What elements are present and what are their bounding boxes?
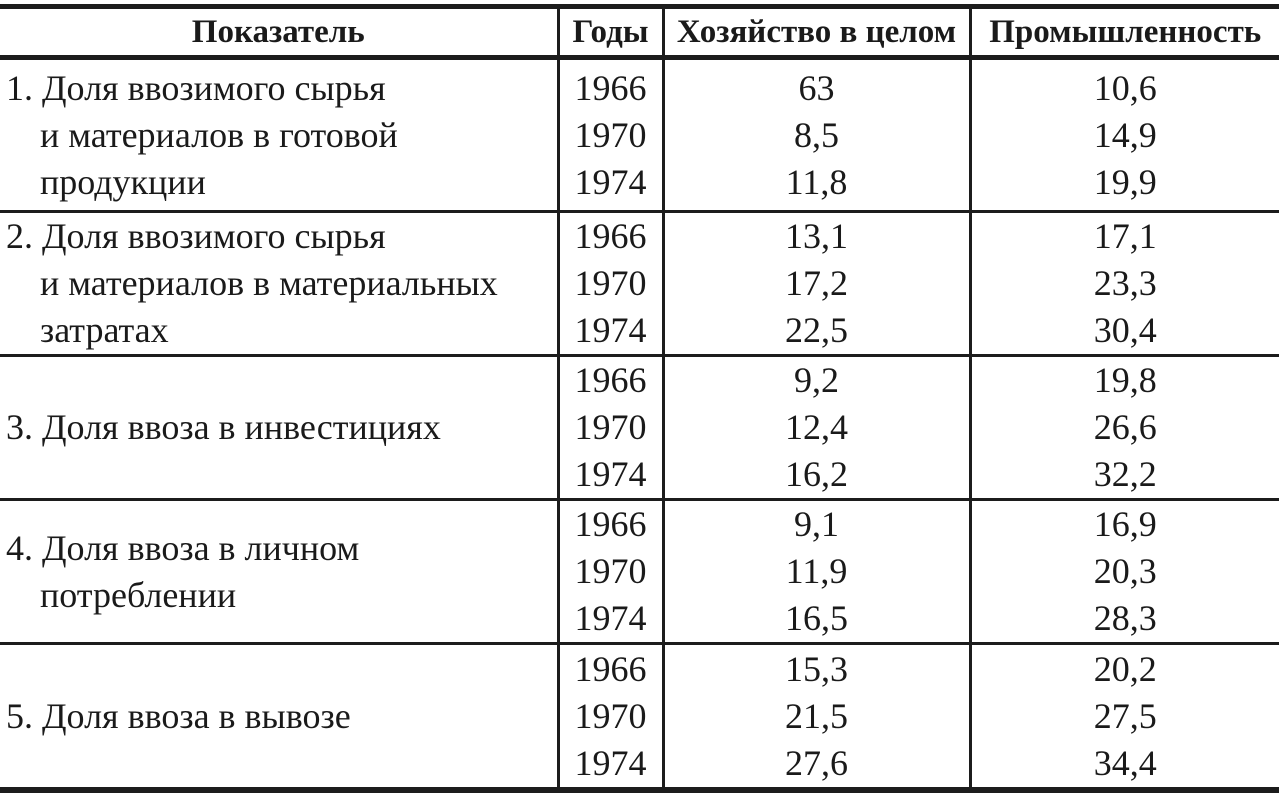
economy-value: 17,2 xyxy=(785,263,848,303)
indicator-line: затратах xyxy=(40,310,169,350)
industry-value: 10,6 xyxy=(1093,67,1157,108)
year-value: 1974 xyxy=(574,310,647,350)
table-header: Показатель Годы Хозяйство в целом Промыш… xyxy=(0,6,1279,60)
economy-cell: 15,3 21,5 27,6 xyxy=(663,642,972,790)
year-value: 1970 xyxy=(574,551,647,591)
economy-value: 9,1 xyxy=(794,504,839,544)
industry-cell: 10,6 14,9 19,9 xyxy=(970,56,1279,212)
industry-cell: 20,2 27,5 34,4 xyxy=(970,642,1279,790)
economy-value: 22,5 xyxy=(785,310,848,350)
indicator-cell: 4. Доля ввоза в личном потреблении xyxy=(0,498,560,644)
statistics-table: Показатель Годы Хозяйство в целом Промыш… xyxy=(0,4,1279,793)
economy-value: 63 xyxy=(798,67,835,108)
year-value: 1974 xyxy=(574,742,647,783)
header-row: Показатель Годы Хозяйство в целом Промыш… xyxy=(0,6,1279,60)
economy-value: 11,9 xyxy=(785,551,848,591)
economy-value: 27,6 xyxy=(785,742,848,783)
industry-value: 17,1 xyxy=(1093,216,1157,256)
year-value: 1974 xyxy=(574,161,647,202)
indicator-cell: 1. Доля ввозимого сырья и материалов в г… xyxy=(0,56,560,212)
industry-value: 34,4 xyxy=(1093,742,1157,783)
year-value: 1966 xyxy=(574,504,647,544)
year-value: 1966 xyxy=(574,67,647,108)
industry-value: 27,5 xyxy=(1093,695,1157,736)
industry-value: 26,6 xyxy=(1093,407,1157,447)
industry-cell: 16,9 20,3 28,3 xyxy=(970,498,1279,644)
indicator-cell: 5. Доля ввоза в вывозе xyxy=(0,642,560,790)
indicator-line: 2. Доля ввозимого сырья xyxy=(6,216,386,256)
header-indicator: Показатель xyxy=(0,6,560,60)
year-value: 1974 xyxy=(574,598,647,638)
indicator-line: потреблении xyxy=(40,574,237,615)
table-row: 3. Доля ввоза в инвестициях 1966 1970 19… xyxy=(0,354,1279,500)
year-value: 1966 xyxy=(574,360,647,400)
years-cell: 1966 1970 1974 xyxy=(558,498,665,644)
indicator-cell: 3. Доля ввоза в инвестициях xyxy=(0,354,560,500)
header-years: Годы xyxy=(558,6,665,60)
industry-cell: 17,1 23,3 30,4 xyxy=(970,210,1279,356)
header-economy: Хозяйство в целом xyxy=(663,6,972,60)
economy-value: 16,5 xyxy=(785,598,848,638)
header-industry: Промышленность xyxy=(970,6,1279,60)
table-body: 1. Доля ввозимого сырья и материалов в г… xyxy=(0,56,1279,790)
indicator-cell: 2. Доля ввозимого сырья и материалов в м… xyxy=(0,210,560,356)
indicator-line: продукции xyxy=(40,161,206,202)
years-cell: 1966 1970 1974 xyxy=(558,354,665,500)
industry-value: 28,3 xyxy=(1093,598,1157,638)
indicator-line: 5. Доля ввоза в вывозе xyxy=(6,695,351,736)
year-value: 1966 xyxy=(574,216,647,256)
indicator-line: 3. Доля ввоза в инвестициях xyxy=(6,407,441,447)
year-value: 1970 xyxy=(574,695,647,736)
table-row: 4. Доля ввоза в личном потреблении 1966 … xyxy=(0,498,1279,644)
indicator-line: и материалов в готовой xyxy=(40,114,398,155)
years-cell: 1966 1970 1974 xyxy=(558,210,665,356)
industry-value: 30,4 xyxy=(1093,310,1157,350)
economy-value: 15,3 xyxy=(785,648,848,689)
economy-value: 8,5 xyxy=(794,114,839,155)
industry-value: 14,9 xyxy=(1093,114,1157,155)
economy-value: 16,2 xyxy=(785,454,848,494)
economy-value: 11,8 xyxy=(785,161,848,202)
table-row: 1. Доля ввозимого сырья и материалов в г… xyxy=(0,56,1279,212)
economy-value: 12,4 xyxy=(785,407,848,447)
years-cell: 1966 1970 1974 xyxy=(558,642,665,790)
economy-cell: 9,2 12,4 16,2 xyxy=(663,354,972,500)
table-row: 2. Доля ввозимого сырья и материалов в м… xyxy=(0,210,1279,356)
year-value: 1966 xyxy=(574,648,647,689)
years-cell: 1966 1970 1974 xyxy=(558,56,665,212)
economy-cell: 13,1 17,2 22,5 xyxy=(663,210,972,356)
economy-value: 13,1 xyxy=(785,216,848,256)
indicator-line: и материалов в материальных xyxy=(40,263,498,303)
industry-value: 23,3 xyxy=(1093,263,1157,303)
industry-value: 19,8 xyxy=(1093,360,1157,400)
industry-value: 20,3 xyxy=(1093,551,1157,591)
industry-value: 19,9 xyxy=(1093,161,1157,202)
industry-value: 16,9 xyxy=(1093,504,1157,544)
economy-value: 9,2 xyxy=(794,360,839,400)
indicator-line: 4. Доля ввоза в личном xyxy=(6,527,360,568)
year-value: 1970 xyxy=(574,407,647,447)
economy-cell: 63 8,5 11,8 xyxy=(663,56,972,212)
year-value: 1970 xyxy=(574,114,647,155)
industry-value: 32,2 xyxy=(1093,454,1157,494)
year-value: 1974 xyxy=(574,454,647,494)
indicator-line: 1. Доля ввозимого сырья xyxy=(6,67,386,108)
industry-cell: 19,8 26,6 32,2 xyxy=(970,354,1279,500)
industry-value: 20,2 xyxy=(1093,648,1157,689)
table-row: 5. Доля ввоза в вывозе 1966 1970 1974 15… xyxy=(0,642,1279,790)
economy-value: 21,5 xyxy=(785,695,848,736)
economy-cell: 9,1 11,9 16,5 xyxy=(663,498,972,644)
year-value: 1970 xyxy=(574,263,647,303)
